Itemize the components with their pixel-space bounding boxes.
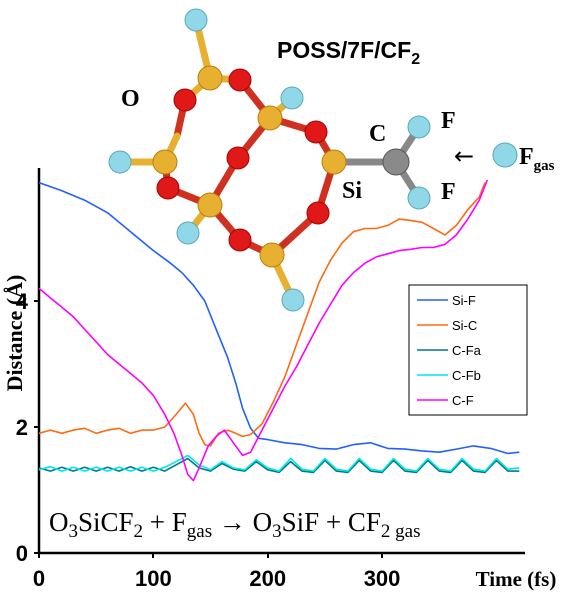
x-tick-label: 100	[135, 566, 172, 591]
legend-items: Si-F Si-C C-Fa C-Fb C-F	[417, 293, 482, 408]
atom-label-c: C	[369, 121, 386, 147]
legend-label-si-c: Si-C	[452, 318, 477, 333]
series-line-c-fa	[38, 457, 520, 474]
legend-label-si-f: Si-F	[452, 293, 476, 308]
tick-labels: 0 100 200 300 0 2 4	[16, 289, 401, 591]
y-tick-marks	[34, 300, 39, 554]
legend: Si-F Si-C C-Fa C-Fb C-F	[408, 284, 528, 416]
y-axis-label: Distance (Å)	[2, 275, 27, 392]
legend-label-c-fa: C-Fa	[452, 343, 482, 358]
chart-title: POSS/7F/CF2	[277, 37, 420, 68]
legend-label-c-fb: C-Fb	[452, 368, 481, 383]
atom-label-o: O	[121, 86, 140, 112]
x-tick-label: 200	[249, 566, 286, 591]
x-tick-label: 300	[364, 566, 401, 591]
x-axis-label: Time (fs)	[476, 567, 557, 591]
atom-label-fgas: Fgas	[519, 144, 555, 174]
arrow-left-icon: ←	[454, 142, 474, 170]
reaction-equation: O3SiCF2 + Fgas → O3SiF + CF2 gas	[49, 507, 421, 542]
y-tick-label: 2	[16, 415, 28, 440]
series-line-c-f	[38, 179, 489, 482]
atom-label-si: Si	[342, 178, 362, 204]
chart-title-sub: 2	[411, 51, 420, 68]
atom-label-f1: F	[441, 108, 456, 134]
y-tick-label: 4	[16, 289, 29, 314]
x-tick-label: 0	[33, 566, 45, 591]
atom-label-f2: F	[441, 179, 456, 205]
series-line-si-c	[38, 182, 486, 447]
y-tick-label: 0	[16, 541, 28, 566]
poss-molecule-illustration	[108, 8, 518, 312]
chart-title-main: POSS/7F/CF	[277, 37, 411, 63]
legend-label-c-f: C-F	[452, 393, 474, 408]
series-line-c-fb	[38, 454, 520, 472]
series-line-si-f	[38, 181, 520, 455]
series-lines	[38, 179, 520, 482]
